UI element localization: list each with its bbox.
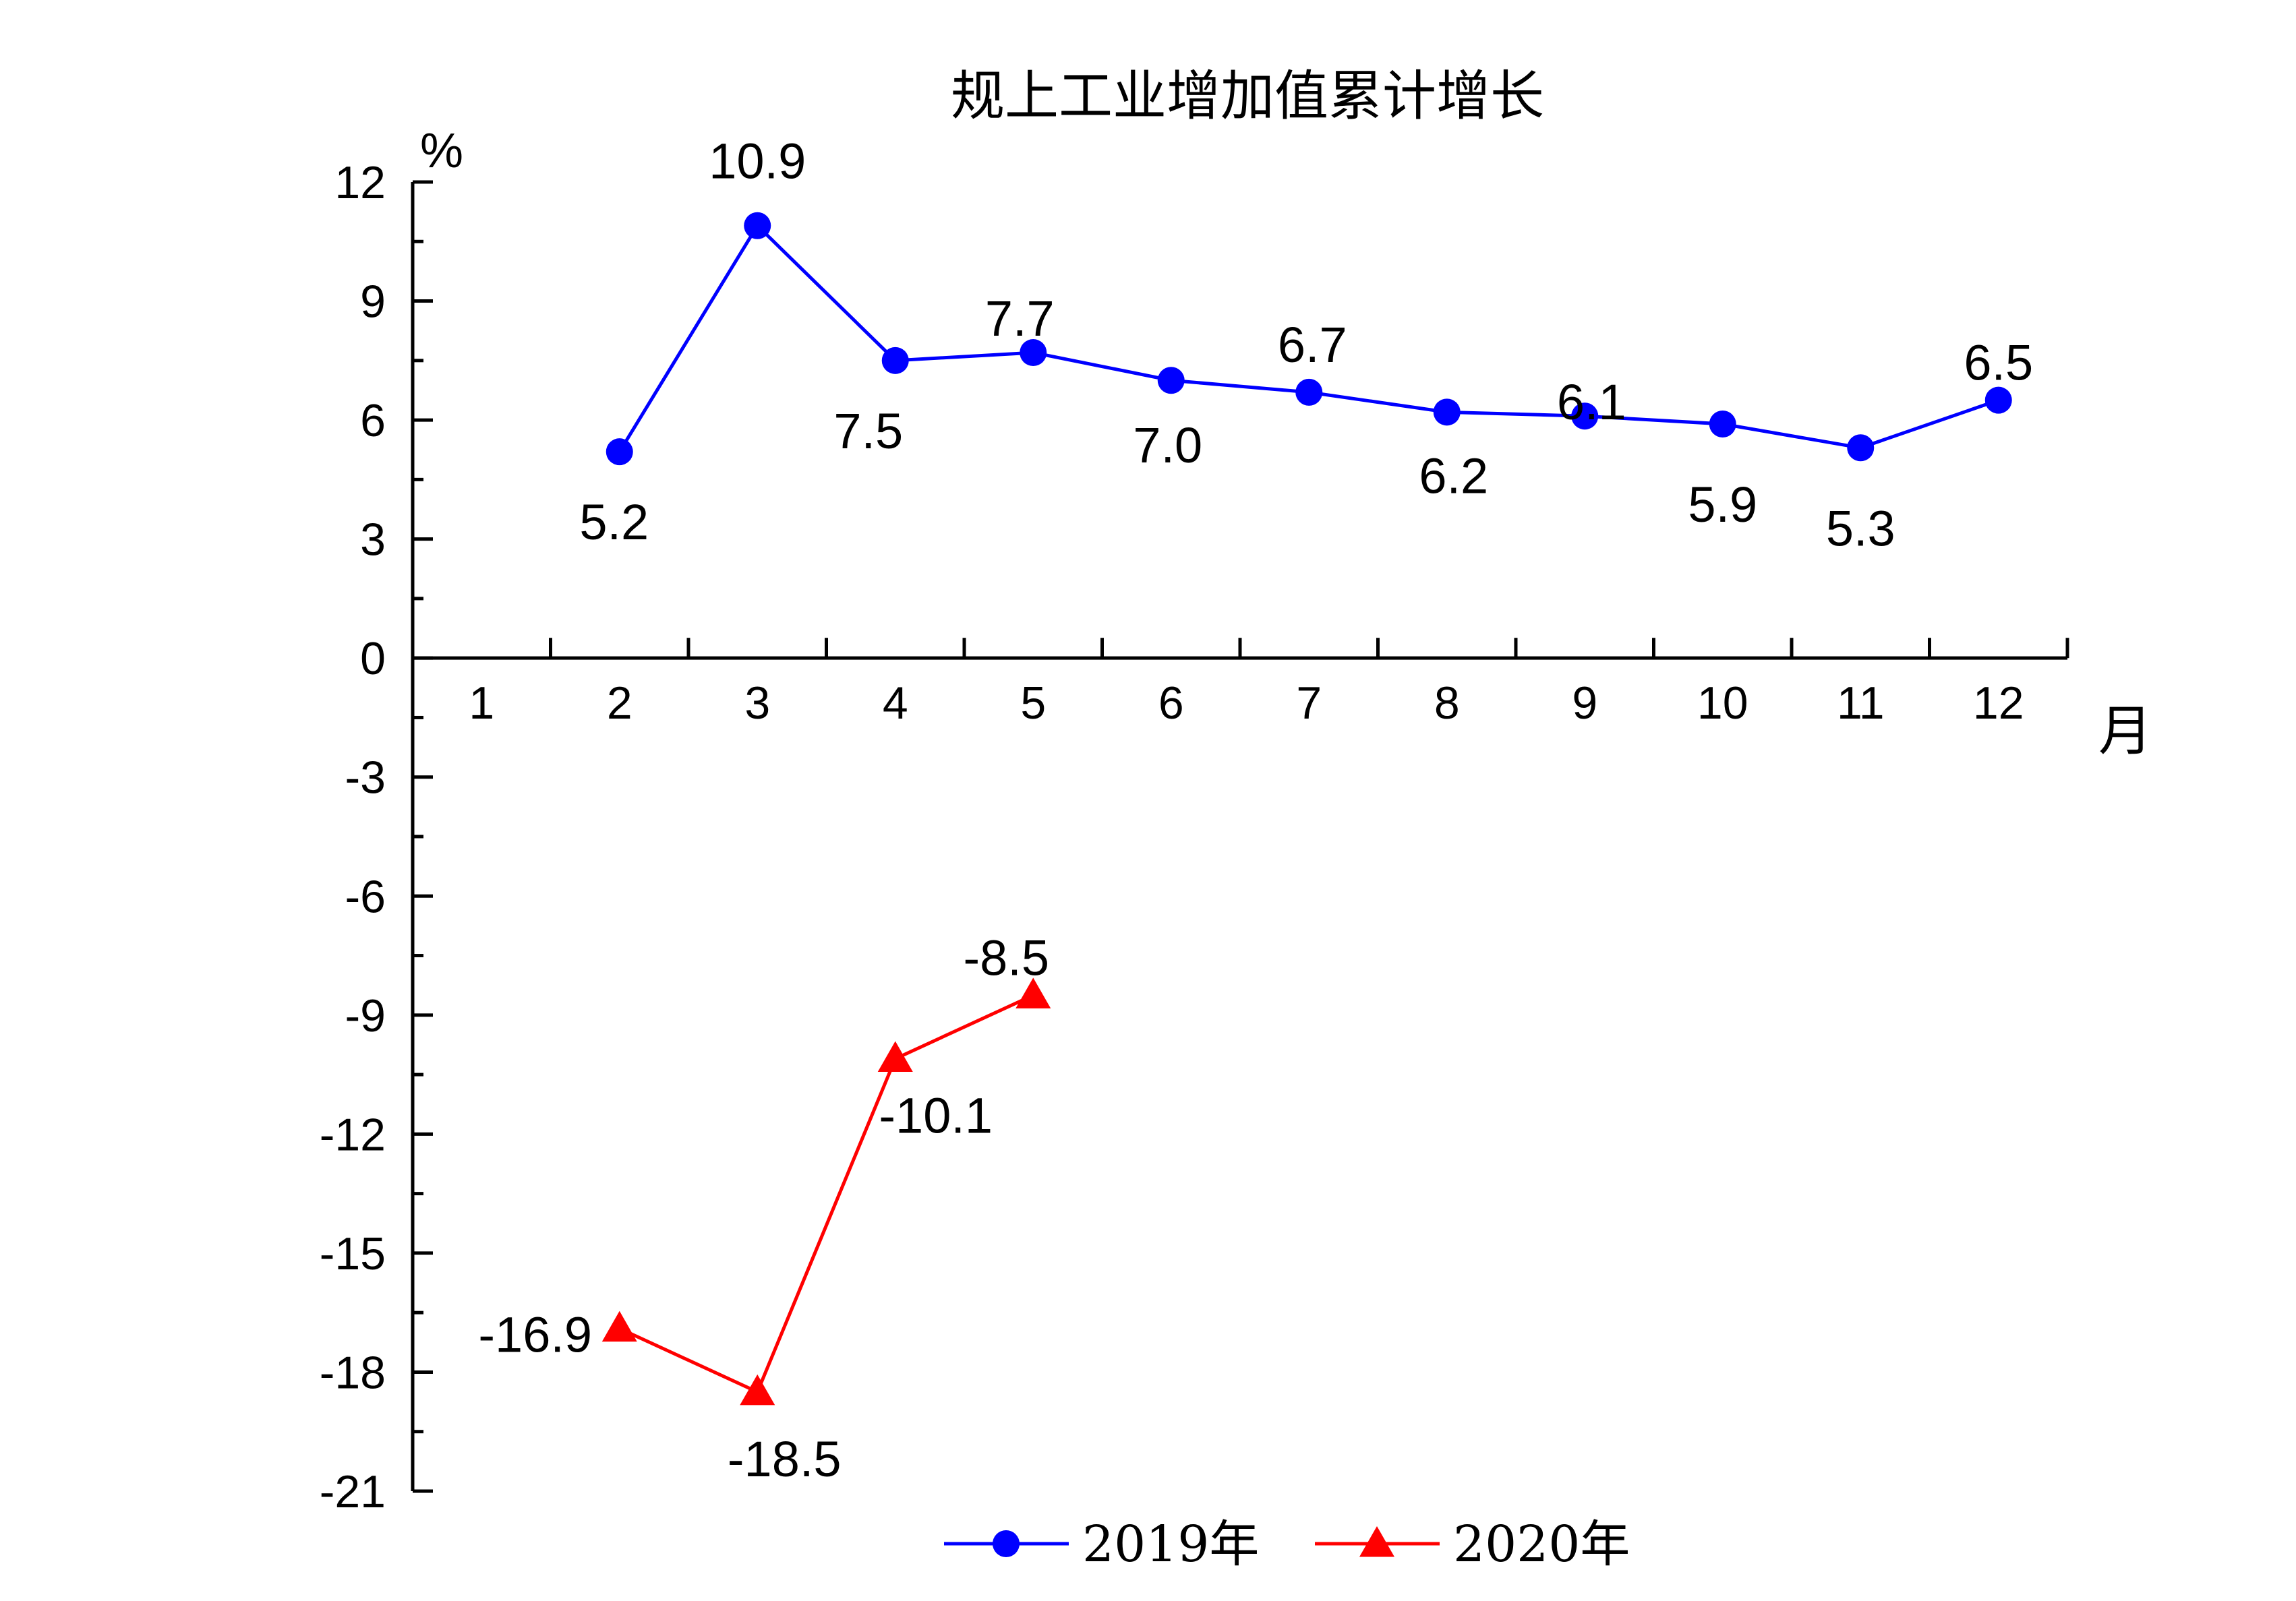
- series-2019: 5.2 10.9 7.5 7.7 7.0 6.7 6.2 6.1 5.9 5.3 6.5: [579, 133, 2033, 557]
- x-tick-label: 9: [1572, 677, 1597, 729]
- x-tick-label: 3: [744, 677, 770, 729]
- data-point-circle: [1709, 410, 1736, 437]
- y-tick-label: -15: [320, 1228, 386, 1279]
- x-tick-label: 1: [469, 677, 494, 729]
- legend-item: 2020年: [1315, 1515, 1630, 1573]
- legend-item: 2019年: [944, 1515, 1259, 1573]
- legend-label: 2019年: [1082, 1515, 1259, 1573]
- y-tick-label: -3: [345, 752, 386, 804]
- x-tick-label: 7: [1296, 677, 1322, 729]
- data-point-triangle: [877, 1041, 913, 1073]
- x-axis-ticks: 1 2 3 4 5 6 7 8 9 10 11 12: [469, 638, 2069, 729]
- data-point-circle: [1295, 378, 1323, 406]
- data-label: 7.7: [985, 291, 1055, 346]
- data-label: 6.1: [1557, 374, 1626, 430]
- x-tick-label: 4: [883, 677, 908, 729]
- data-label: 5.2: [579, 494, 649, 550]
- data-point-circle: [1157, 367, 1185, 394]
- data-label: 6.5: [1964, 335, 2033, 391]
- y-tick-label: -9: [345, 990, 386, 1041]
- legend: 2019年 2020年: [944, 1515, 1630, 1573]
- x-tick-label: 8: [1434, 677, 1460, 729]
- legend-marker-triangle: [1359, 1526, 1394, 1557]
- data-label: 7.5: [833, 403, 903, 459]
- data-point-triangle: [1015, 977, 1051, 1008]
- data-point-circle: [1571, 402, 1599, 430]
- chart-title: 规上工业增加值累计增长: [951, 65, 1544, 127]
- data-label: -8.5: [963, 930, 1049, 986]
- data-label: 6.2: [1419, 448, 1488, 504]
- y-tick-label: -21: [320, 1466, 386, 1517]
- data-label: 6.7: [1278, 317, 1347, 373]
- y-tick-label: 9: [360, 276, 386, 328]
- data-label: 5.9: [1688, 477, 1757, 533]
- x-tick-label: 5: [1020, 677, 1046, 729]
- y-tick-label: 3: [360, 514, 386, 566]
- y-tick-label: 0: [360, 633, 386, 684]
- legend-marker-circle: [993, 1530, 1020, 1557]
- y-tick-label: -12: [320, 1109, 386, 1160]
- data-point-triangle: [601, 1310, 637, 1342]
- data-label: -16.9: [478, 1307, 592, 1363]
- data-point-triangle: [740, 1374, 775, 1406]
- y-tick-label: 6: [360, 395, 386, 446]
- y-tick-label: -18: [320, 1347, 386, 1398]
- y-tick-label: 12: [334, 157, 386, 208]
- y-axis-ticks: 12 9 6 3 0 -3 -6 -9 -12 -15 -18 -21: [320, 157, 433, 1517]
- data-point-circle: [1984, 386, 2012, 414]
- data-point-circle: [1847, 434, 1875, 462]
- x-tick-label: 10: [1697, 677, 1748, 729]
- legend-label: 2020年: [1453, 1515, 1630, 1573]
- x-tick-label: 11: [1837, 677, 1885, 729]
- data-label: 5.3: [1826, 500, 1895, 556]
- data-label: 7.0: [1133, 417, 1202, 473]
- series-layer: 5.210.97.57.77.06.76.26.15.9 5.36.5-16.9-…: [478, 133, 2033, 1487]
- x-tick-label: 12: [1973, 677, 2024, 729]
- data-point-circle: [606, 438, 633, 466]
- y-axis-unit-label: %: [420, 124, 463, 178]
- data-label: 10.9: [709, 133, 806, 189]
- y-tick-label: -6: [345, 871, 386, 922]
- x-tick-label: 6: [1158, 677, 1184, 729]
- data-point-circle: [1433, 398, 1461, 426]
- data-label: -18.5: [728, 1431, 842, 1487]
- data-label: -10.1: [879, 1088, 993, 1144]
- data-point-circle: [1020, 339, 1047, 367]
- data-point-circle: [881, 346, 909, 374]
- series-2020: -16.9 -18.5 -10.1 -8.5: [478, 930, 1051, 1487]
- x-axis-unit-label: 月: [2098, 700, 2152, 762]
- series-line: [618, 994, 1034, 1395]
- x-tick-label: 2: [607, 677, 632, 729]
- data-point-circle: [744, 212, 771, 239]
